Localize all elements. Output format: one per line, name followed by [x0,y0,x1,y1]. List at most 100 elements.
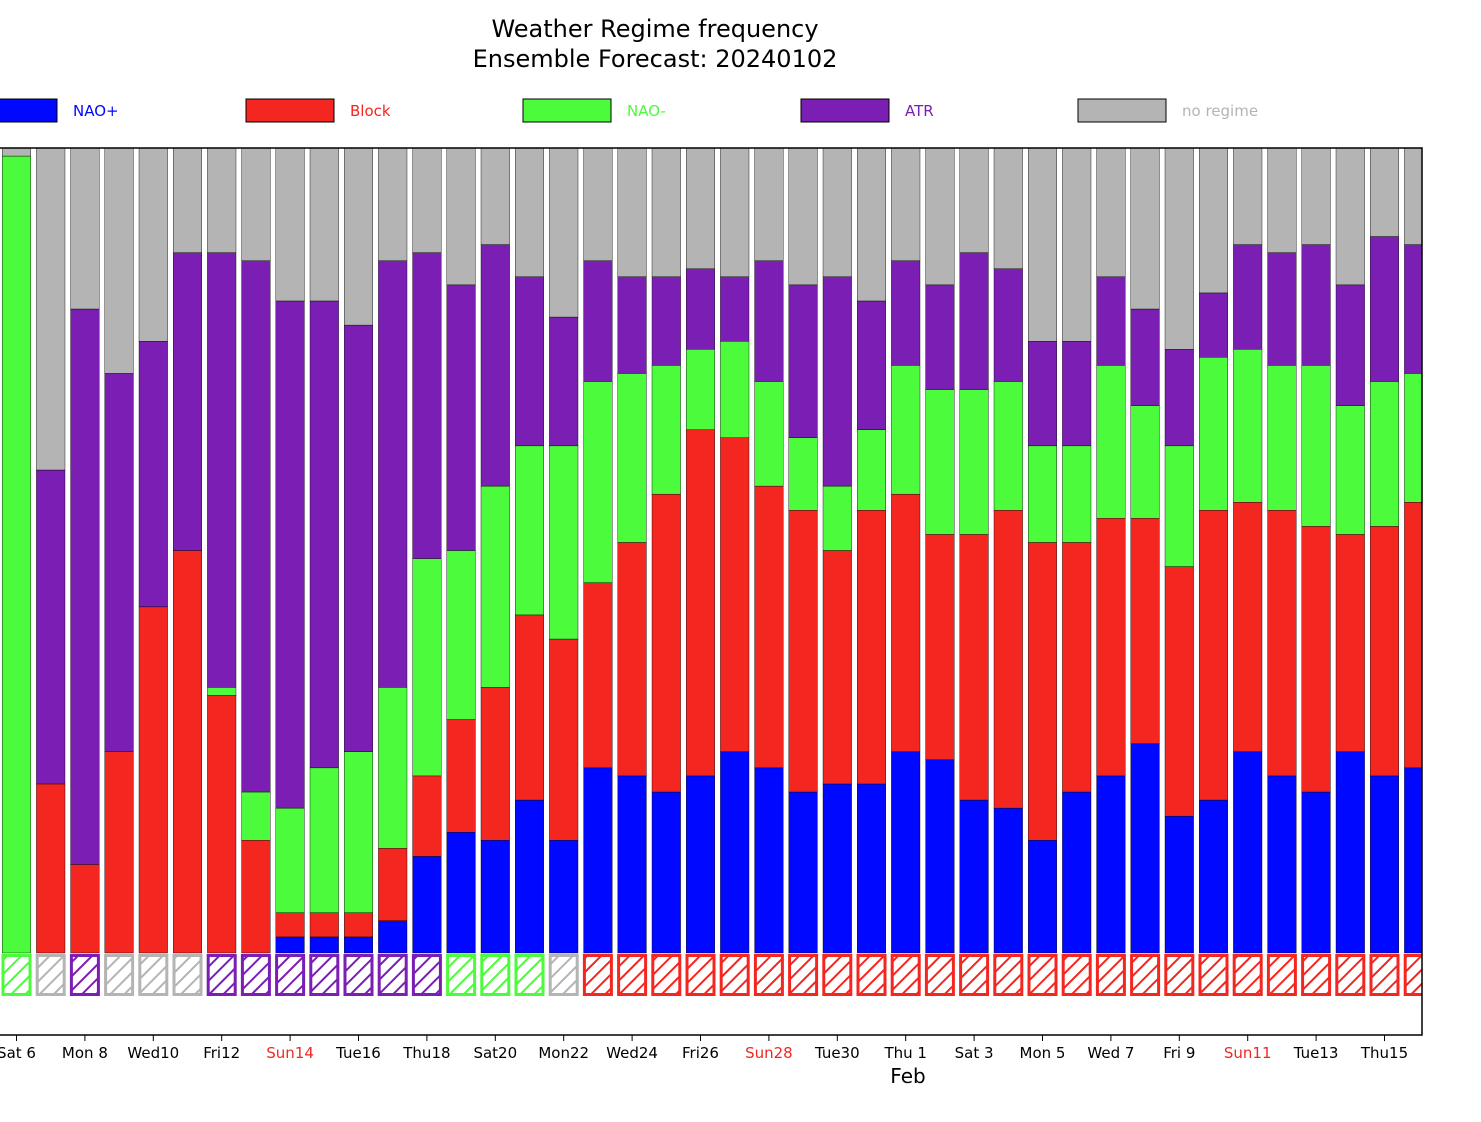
bar-segment-nao_plus [1130,743,1160,954]
x-tick-label: Mon22 [538,1044,589,1062]
bar-segment-nao_minus [959,389,989,535]
bar-segment-nao_minus [1404,373,1422,503]
dominant-box-atr [411,954,442,996]
bar-segment-nao_plus [857,783,887,954]
dominant-box-no_regime [104,954,135,996]
dominant-box-block [1232,954,1263,996]
bar-segment-atr [412,252,442,559]
bar-segment-block [686,429,716,777]
x-tick-label: Mon 8 [62,1044,108,1062]
bar-segment-no_regime [1,148,32,157]
x-tick-label: Thu 1 [883,1044,927,1062]
bar-segment-atr [857,300,887,430]
bar-segment-nao_minus [754,381,784,487]
bar-segment-no_regime [1062,148,1092,342]
dominant-box-block [959,954,990,996]
bar-segment-no_regime [480,148,510,245]
bar-segment-block [412,775,442,857]
bar-segment-block [138,606,168,954]
bar-segment-no_regime [822,148,852,278]
bar-segment-no_regime [172,148,202,253]
bar-segment-block [309,912,339,938]
bar-segment-nao_plus [754,767,784,954]
x-tick-label: Thu15 [1360,1044,1408,1062]
bar-segment-nao_minus [1301,365,1331,527]
legend-swatch-no_regime [1077,98,1167,123]
dominant-box-atr [240,954,271,996]
dominant-box-atr [206,954,237,996]
bar-segment-atr [207,252,237,688]
x-tick-label: Mon 5 [1020,1044,1066,1062]
dominant-box-no_regime [172,954,203,996]
bar-segment-nao_minus [720,341,750,439]
bar-segment-no_regime [1404,148,1422,245]
legend-label-nao_minus: NAO- [627,102,666,120]
bar-segment-no_regime [138,148,168,342]
bar-segment-no_regime [378,148,408,261]
bar-segment-block [549,638,579,841]
dominant-box-no_regime [548,954,579,996]
bar-segment-no_regime [993,148,1023,269]
bar-segment-atr [36,469,66,785]
dominant-box-block [1095,954,1126,996]
bar-segment-atr [378,260,408,688]
bar-segment-no_regime [1164,148,1194,350]
bar-segment-block [891,493,921,752]
bar-segment-no_regime [241,148,271,261]
bar-segment-no_regime [1096,148,1126,278]
x-tick-label: Fri 9 [1163,1044,1195,1062]
bar-segment-atr [686,268,716,350]
bar-segment-block [207,695,237,954]
bar-segment-nao_minus [1267,365,1297,511]
bar-segment-nao_plus [583,767,613,954]
bar-segment-no_regime [583,148,613,261]
bar-segment-no_regime [549,148,579,318]
bar-segment-no_regime [446,148,476,286]
x-axis-label: Feb [890,1064,925,1088]
bar-segment-block [1096,518,1126,777]
dominant-box-block [993,954,1024,996]
bar-segment-nao_minus [617,373,647,543]
bar-segment-block [822,550,852,785]
bar-segment-no_regime [275,148,305,302]
bar-segment-no_regime [651,148,681,278]
bar-series [1,148,1422,954]
dominant-box-block [1198,954,1229,996]
dominant-box-block [890,954,921,996]
bar-segment-block [720,437,750,752]
bar-segment-nao_plus [1027,840,1057,954]
bar-segment-nao_plus [1096,775,1126,954]
legend-label-nao_plus: NAO+ [73,102,119,120]
bar-segment-atr [104,373,134,752]
bar-segment-nao_plus [788,791,818,954]
dominant-box-nao_minus [1,954,32,996]
bar-segment-block [1369,526,1399,777]
x-axis-ticks: Sat 6 Mon 8 Wed10 Fri12 Sun14 Tue16 Thu18 Sat20… [0,1035,1408,1062]
dominant-box-atr [343,954,374,996]
bar-segment-atr [344,324,374,752]
dominant-box-block [856,954,887,996]
legend-swatch-nao_plus [0,98,58,123]
dominant-box-nao_minus [446,954,477,996]
x-tick-label: Sat20 [473,1044,517,1062]
bar-segment-block [446,719,476,833]
legend-swatch-block [245,98,335,123]
legend-swatch-atr [800,98,890,123]
x-tick-label: Sat 3 [955,1044,994,1062]
bar-segment-atr [138,341,168,608]
bar-segment-no_regime [891,148,921,261]
bar-segment-block [515,614,545,801]
bar-segment-nao_plus [412,856,442,954]
bar-segment-nao_plus [1233,751,1263,954]
bar-segment-no_regime [1198,148,1228,294]
bar-segment-block [583,582,613,769]
legend: NAO+ Block NAO- ATR no regime [0,98,1258,123]
bar-segment-no_regime [1267,148,1297,253]
bar-segment-block [1301,526,1331,793]
bar-segment-nao_plus [309,936,339,954]
bar-segment-block [1164,566,1194,817]
bar-segment-nao_plus [993,807,1023,954]
bar-segment-atr [549,316,579,447]
bar-segment-atr [1267,252,1297,366]
bar-segment-no_regime [1130,148,1160,310]
